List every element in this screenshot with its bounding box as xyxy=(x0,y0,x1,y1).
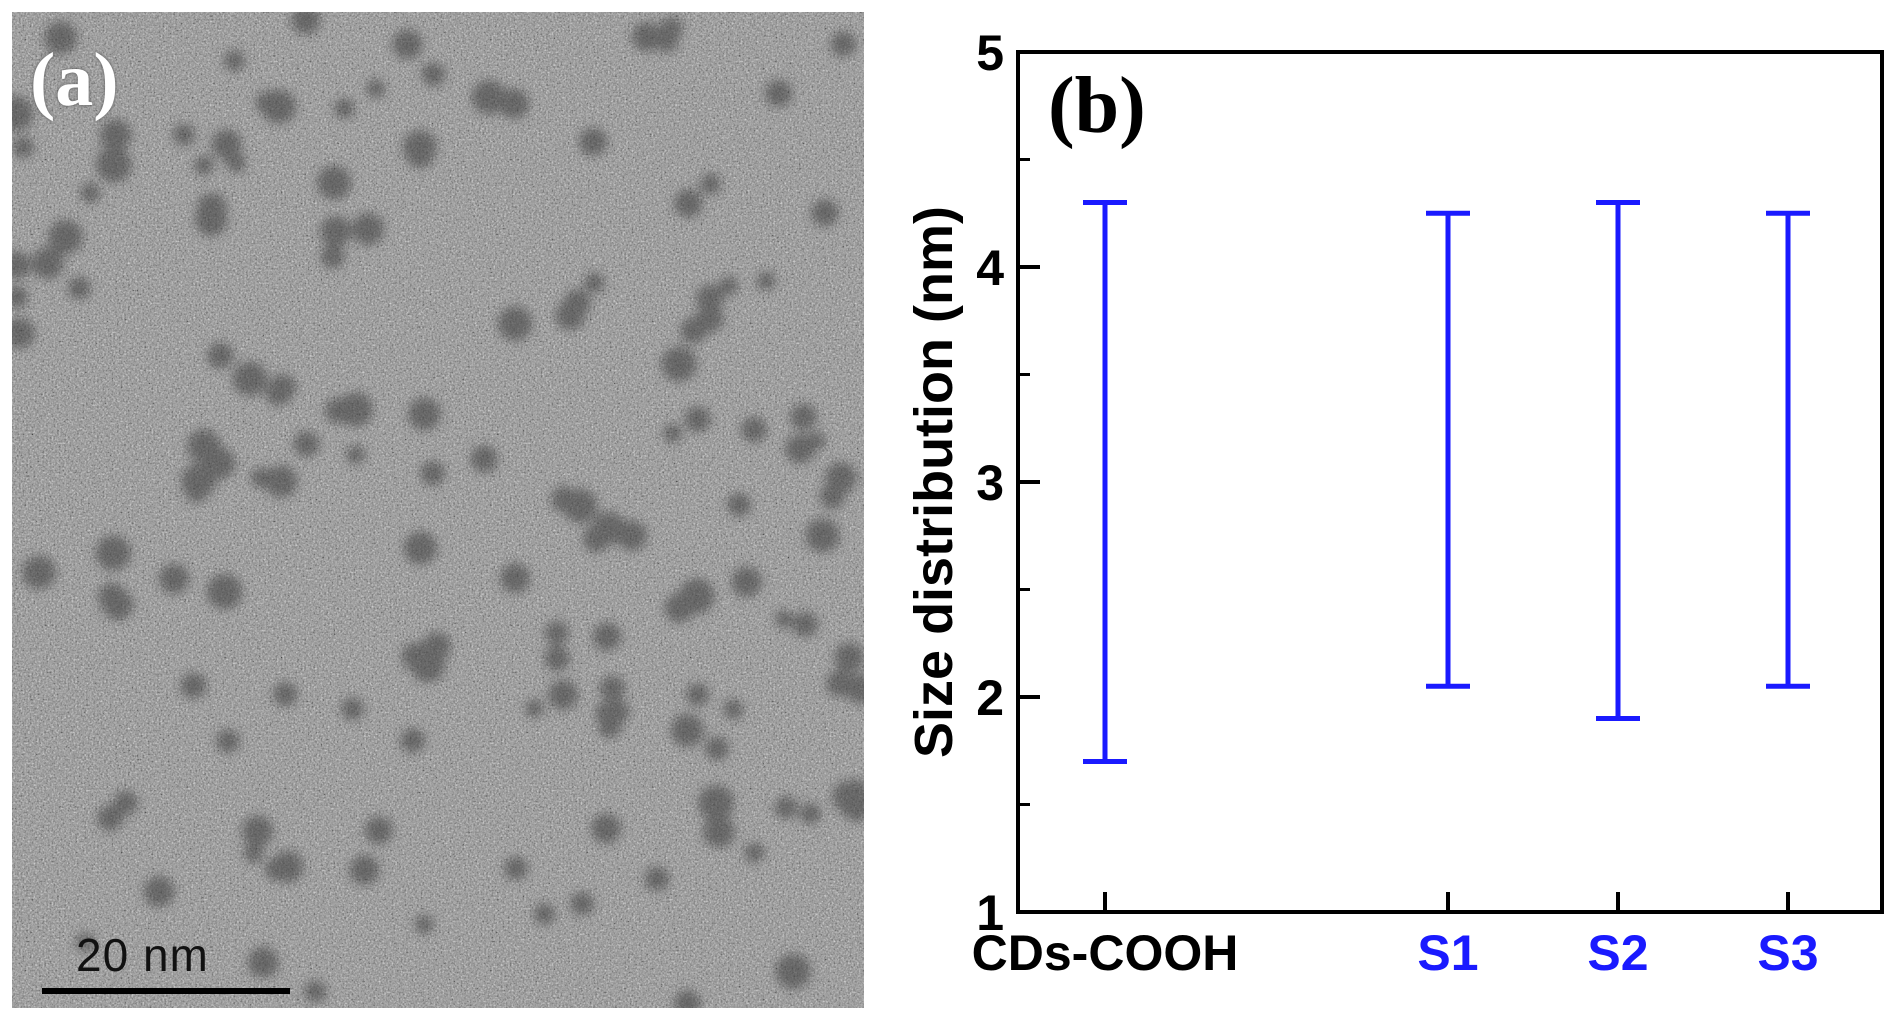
tem-micrograph-image xyxy=(12,12,864,1008)
x-tick-label: S1 xyxy=(1417,925,1478,981)
chart-range-bars xyxy=(1083,200,1810,764)
chart-axes: 1 2 3 4 5 CDs-COOH S1 S2 S3 xyxy=(972,25,1884,981)
y-tick-label: 1 xyxy=(976,885,1004,941)
y-tick-label: 5 xyxy=(976,25,1004,81)
y-tick-label: 4 xyxy=(976,240,1004,296)
size-distribution-chart: 1 2 3 4 5 CDs-COOH S1 S2 S3 Size distribution (n… xyxy=(904,25,1884,981)
range-bar xyxy=(1083,200,1127,764)
panel-b-label: (b) xyxy=(1048,62,1146,150)
scale-bar-label: 20 nm xyxy=(76,929,209,981)
tem-micrograph-panel: (a) 20 nm xyxy=(12,12,864,1008)
range-bar xyxy=(1426,210,1470,689)
x-tick-label: S2 xyxy=(1587,925,1648,981)
range-bar xyxy=(1766,210,1810,689)
x-tick-label: CDs-COOH xyxy=(972,925,1239,981)
range-bar xyxy=(1596,200,1640,721)
panel-a-label: (a) xyxy=(30,38,119,122)
scale-bar xyxy=(42,988,290,994)
x-tick-label: S3 xyxy=(1757,925,1818,981)
y-tick-label: 3 xyxy=(976,455,1004,511)
y-tick-label: 2 xyxy=(976,670,1004,726)
y-axis-label: Size distribution (nm) xyxy=(904,206,964,758)
